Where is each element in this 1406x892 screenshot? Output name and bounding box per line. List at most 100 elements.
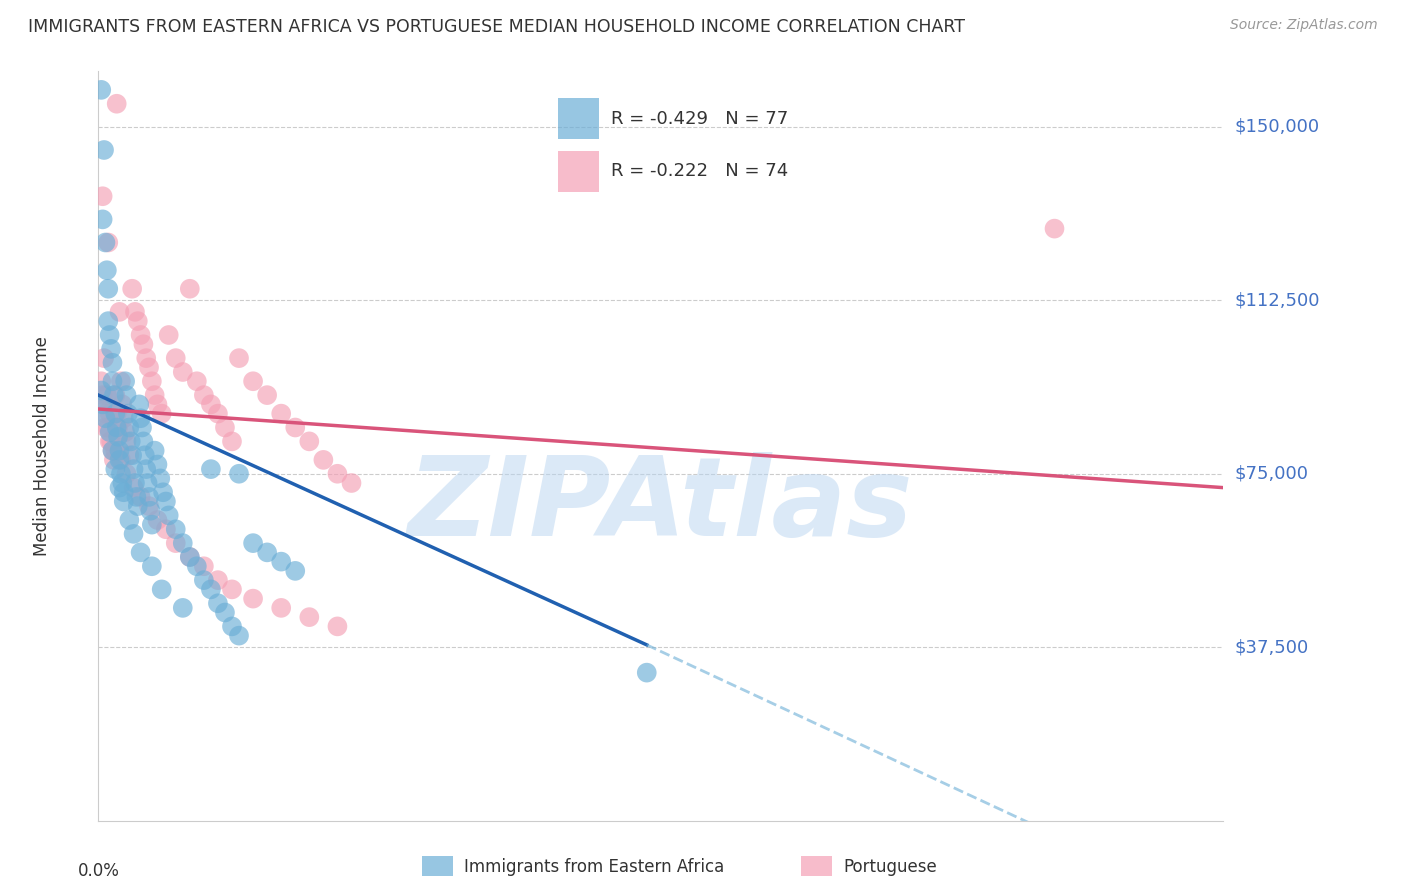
Point <box>256 545 278 559</box>
Point <box>155 494 177 508</box>
Text: ZIPAtlas: ZIPAtlas <box>408 452 914 559</box>
Point <box>127 314 149 328</box>
Point <box>129 411 152 425</box>
Point <box>101 443 124 458</box>
Point <box>98 434 121 449</box>
Point <box>129 328 152 343</box>
Point <box>326 467 349 481</box>
Point <box>94 407 117 421</box>
Point <box>112 485 135 500</box>
Point <box>118 420 141 434</box>
Point <box>118 448 141 462</box>
Point <box>98 425 121 439</box>
Point <box>115 467 138 481</box>
Point <box>124 305 146 319</box>
Point <box>242 591 264 606</box>
Point <box>207 596 229 610</box>
Point <box>112 411 135 425</box>
Point <box>101 356 124 370</box>
Point <box>114 425 136 439</box>
Point <box>97 235 120 250</box>
Point <box>94 420 117 434</box>
Point <box>94 411 117 425</box>
Point <box>97 420 120 434</box>
Point <box>270 555 292 569</box>
Point <box>111 475 134 490</box>
Point <box>108 443 131 458</box>
Point <box>143 443 166 458</box>
Point <box>97 282 120 296</box>
Point <box>122 527 145 541</box>
Point <box>146 397 169 411</box>
Point <box>105 407 128 421</box>
Point <box>100 434 122 449</box>
Point <box>298 610 321 624</box>
Point <box>105 420 128 434</box>
Point <box>96 263 118 277</box>
Point <box>155 522 177 536</box>
Point <box>242 374 264 388</box>
Point <box>93 351 115 365</box>
Point <box>146 513 169 527</box>
Point <box>121 448 143 462</box>
Point <box>200 462 222 476</box>
Text: Source: ZipAtlas.com: Source: ZipAtlas.com <box>1230 18 1378 32</box>
Point <box>115 434 138 449</box>
Point <box>90 83 112 97</box>
Point <box>103 453 125 467</box>
Point <box>326 619 349 633</box>
Point <box>214 606 236 620</box>
Point <box>105 96 128 111</box>
Text: $75,000: $75,000 <box>1234 465 1309 483</box>
Point <box>111 397 134 411</box>
Point <box>131 420 153 434</box>
Point <box>98 407 121 421</box>
Point <box>284 420 307 434</box>
Point <box>228 629 250 643</box>
Point <box>200 582 222 597</box>
Point <box>117 407 139 421</box>
Point <box>141 517 163 532</box>
Point <box>107 420 129 434</box>
Point <box>138 490 160 504</box>
Point <box>179 549 201 564</box>
Text: $150,000: $150,000 <box>1234 118 1319 136</box>
Point <box>152 485 174 500</box>
Point <box>104 407 127 421</box>
Point <box>127 499 149 513</box>
Point <box>107 430 129 444</box>
Point <box>104 443 127 458</box>
Point <box>110 453 132 467</box>
Point <box>94 235 117 250</box>
Point <box>200 397 222 411</box>
Text: IMMIGRANTS FROM EASTERN AFRICA VS PORTUGUESE MEDIAN HOUSEHOLD INCOME CORRELATION: IMMIGRANTS FROM EASTERN AFRICA VS PORTUG… <box>28 18 965 36</box>
Point <box>125 490 148 504</box>
Point <box>103 388 125 402</box>
Point <box>242 536 264 550</box>
Point <box>114 374 136 388</box>
Point <box>108 453 131 467</box>
Point <box>207 573 229 587</box>
Point <box>1043 221 1066 235</box>
Point <box>284 564 307 578</box>
Point <box>186 559 208 574</box>
Point <box>143 388 166 402</box>
Text: $37,500: $37,500 <box>1234 638 1309 657</box>
Point <box>91 388 114 402</box>
Text: 0.0%: 0.0% <box>77 862 120 880</box>
Point <box>93 143 115 157</box>
Point <box>132 434 155 449</box>
Point <box>129 545 152 559</box>
Point <box>165 536 187 550</box>
Point <box>157 328 180 343</box>
Point <box>91 397 114 411</box>
Point <box>135 351 157 365</box>
Point <box>108 481 131 495</box>
Point <box>165 522 187 536</box>
Point <box>270 407 292 421</box>
Point <box>146 458 169 472</box>
Text: Portuguese: Portuguese <box>844 858 938 876</box>
Point <box>141 374 163 388</box>
Point <box>132 337 155 351</box>
Point <box>138 499 160 513</box>
